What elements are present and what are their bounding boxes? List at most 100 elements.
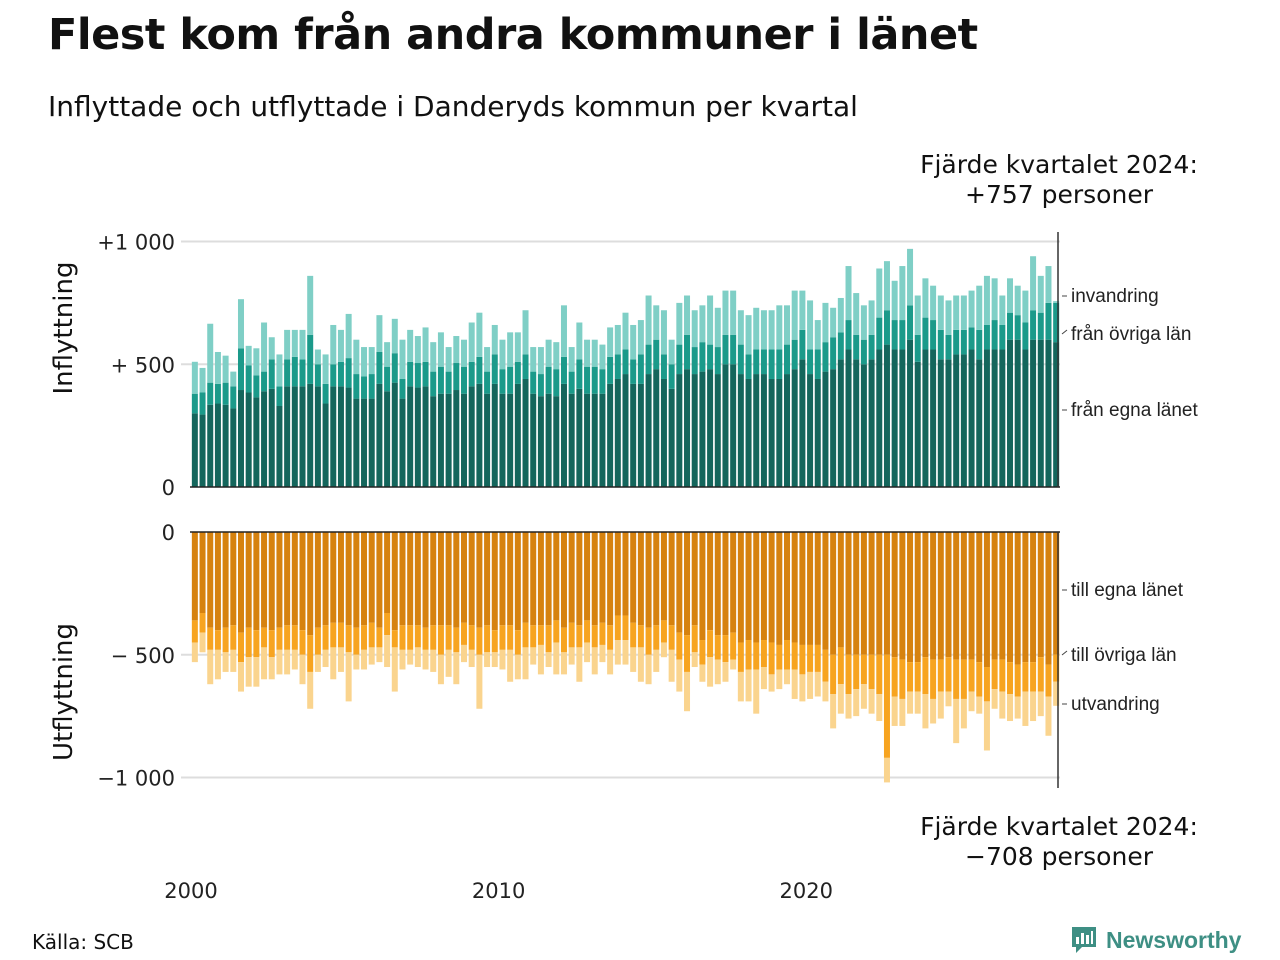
bar-out-s1: [784, 532, 790, 641]
bar-out-s3: [522, 647, 529, 680]
bar-in-s1: [760, 374, 767, 487]
bar-out-s2: [999, 659, 1006, 692]
bar-out-s2: [876, 654, 883, 695]
bar-in-s1: [261, 391, 268, 487]
bar-out-s3: [953, 698, 960, 744]
bar-out-s2: [868, 654, 875, 690]
bar-in-s1: [1022, 349, 1029, 487]
bar-out-s2: [630, 622, 637, 648]
bar-out-s3: [722, 662, 729, 682]
bar-in-s2: [714, 347, 721, 375]
bar-in-s1: [314, 386, 321, 488]
bar-out-s1: [353, 532, 360, 628]
bar-in-s3: [399, 339, 406, 379]
bar-out-s1: [337, 532, 344, 623]
bar-in-s2: [507, 366, 514, 394]
bar-in-s2: [730, 334, 737, 365]
bar-in-s2: [453, 363, 460, 391]
bar-in-s3: [299, 329, 306, 360]
bar-out-s3: [814, 671, 821, 697]
bar-in-s2: [407, 361, 414, 387]
x-tick-label: 2010: [472, 879, 525, 903]
bar-in-s1: [868, 359, 875, 487]
bar-in-s3: [645, 295, 652, 345]
bar-in-s3: [414, 336, 421, 364]
bar-in-s2: [376, 351, 383, 384]
bar-out-s1: [722, 532, 729, 636]
bar-in-s1: [322, 403, 329, 487]
bar-in-s3: [1037, 275, 1044, 313]
bar-in-s2: [284, 359, 291, 387]
bar-in-s2: [660, 354, 667, 379]
bar-in-s2: [514, 361, 521, 384]
bar-out-s1: [868, 532, 875, 655]
annotation-inflow-line1: Fjärde kvartalet 2024:: [920, 150, 1198, 179]
bar-out-s1: [983, 532, 990, 668]
bar-in-s2: [391, 353, 398, 383]
bar-in-s1: [376, 383, 383, 487]
bar-in-s3: [307, 275, 314, 335]
bar-in-s2: [461, 366, 468, 394]
bar-out-s1: [830, 532, 837, 655]
bar-in-s3: [737, 310, 744, 345]
bar-out-s3: [322, 649, 329, 668]
bar-out-s3: [714, 659, 721, 685]
bar-out-s2: [584, 620, 591, 643]
bar-out-s3: [545, 652, 552, 668]
bar-out-s3: [776, 669, 783, 690]
bar-in-s2: [922, 317, 929, 350]
bar-in-s3: [930, 285, 937, 321]
bar-in-s2: [1007, 312, 1014, 340]
bar-in-s3: [507, 332, 514, 367]
bar-in-s2: [576, 359, 583, 389]
bar-out-s3: [237, 662, 244, 692]
bar-in-s3: [760, 310, 767, 350]
bar-out-s1: [576, 532, 583, 626]
bar-out-s1: [191, 532, 198, 621]
bar-out-s1: [245, 532, 252, 628]
bar-in-s2: [245, 365, 252, 393]
bar-out-s3: [491, 652, 498, 668]
x-tick-label: 2020: [779, 879, 832, 903]
bar-in-s2: [937, 329, 944, 360]
bar-out-s2: [476, 627, 483, 655]
bar-out-s3: [514, 654, 521, 680]
bar-out-s1: [907, 532, 914, 663]
bar-in-s3: [1030, 256, 1037, 311]
bar-in-s1: [960, 354, 967, 487]
bar-out-s2: [845, 654, 852, 695]
bar-out-s1: [537, 532, 544, 626]
bar-in-s2: [384, 366, 391, 392]
bar-out-s2: [430, 625, 437, 650]
bar-in-s3: [968, 290, 975, 328]
bar-in-s2: [322, 383, 329, 404]
bar-in-s2: [899, 320, 906, 350]
bar-in-s2: [876, 317, 883, 350]
bar-out-s3: [384, 635, 391, 668]
bar-out-s2: [384, 613, 391, 636]
bar-out-s2: [622, 615, 629, 641]
bar-in-s2: [868, 334, 875, 360]
bar-in-s1: [784, 374, 790, 487]
bar-out-s2: [376, 627, 383, 648]
bar-in-s1: [214, 403, 221, 487]
bar-in-s2: [637, 354, 644, 384]
bar-in-s1: [953, 354, 960, 487]
bar-in-s1: [537, 396, 544, 487]
bar-out-s1: [530, 532, 537, 626]
bar-in-s1: [699, 371, 706, 488]
bar-out-s3: [361, 649, 368, 670]
bar-in-s3: [430, 342, 437, 372]
bar-out-s3: [1037, 691, 1044, 717]
bar-out-s1: [445, 532, 452, 626]
bar-out-s2: [853, 654, 860, 690]
bar-in-s1: [599, 393, 606, 487]
bar-in-s3: [691, 310, 698, 348]
bar-out-s2: [284, 625, 291, 650]
bar-out-s3: [976, 696, 983, 714]
bar-out-s1: [591, 532, 598, 626]
bar-in-s3: [730, 290, 737, 335]
bar-out-s3: [284, 649, 291, 675]
bar-in-s3: [637, 320, 644, 355]
bar-in-s3: [676, 302, 683, 345]
